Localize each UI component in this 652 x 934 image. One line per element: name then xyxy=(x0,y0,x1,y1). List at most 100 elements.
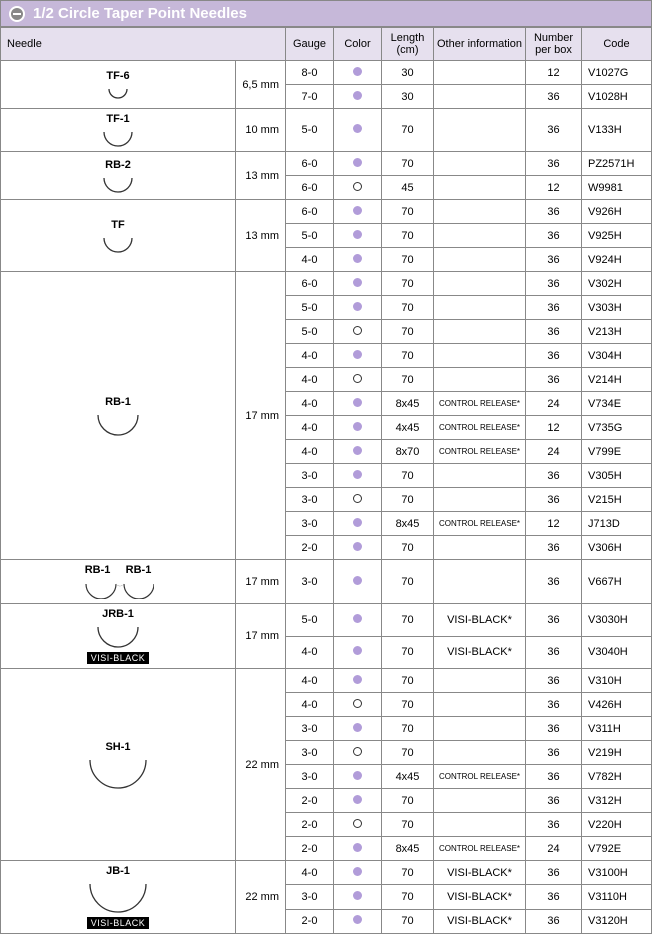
cell-color xyxy=(334,789,382,813)
cell-length: 70 xyxy=(382,693,434,717)
cell-num: 36 xyxy=(526,909,582,933)
needle-cell: TF-6 xyxy=(1,61,236,109)
cell-other xyxy=(434,176,526,200)
filled-dot-icon xyxy=(353,867,362,876)
cell-color xyxy=(334,272,382,296)
cell-num: 36 xyxy=(526,248,582,272)
cell-other xyxy=(434,368,526,392)
cell-num: 36 xyxy=(526,368,582,392)
cell-length: 70 xyxy=(382,224,434,248)
cell-length: 70 xyxy=(382,109,434,152)
cell-num: 36 xyxy=(526,636,582,669)
cell-gauge: 6-0 xyxy=(286,200,334,224)
cell-num: 36 xyxy=(526,861,582,885)
needle-size: 17 mm xyxy=(236,560,286,604)
needle-arc-icon xyxy=(82,578,154,599)
needle-size: 17 mm xyxy=(236,604,286,669)
cell-num: 36 xyxy=(526,885,582,909)
cell-color xyxy=(334,604,382,637)
needle-cell: JRB-1 VISI-BLACK xyxy=(1,604,236,669)
cell-code: V3120H xyxy=(582,909,652,933)
cell-other xyxy=(434,813,526,837)
needle-size: 22 mm xyxy=(236,669,286,861)
filled-dot-icon xyxy=(353,446,362,455)
cell-num: 12 xyxy=(526,416,582,440)
cell-color xyxy=(334,224,382,248)
cell-length: 30 xyxy=(382,61,434,85)
cell-other: VISI-BLACK* xyxy=(434,885,526,909)
cell-length: 70 xyxy=(382,669,434,693)
needle-size: 13 mm xyxy=(236,200,286,272)
cell-num: 36 xyxy=(526,296,582,320)
cell-color xyxy=(334,536,382,560)
needle-label: JB-1 xyxy=(106,865,130,877)
cell-num: 36 xyxy=(526,109,582,152)
filled-dot-icon xyxy=(353,576,362,585)
cell-num: 36 xyxy=(526,200,582,224)
cell-color xyxy=(334,440,382,464)
cell-gauge: 4-0 xyxy=(286,416,334,440)
cell-length: 70 xyxy=(382,464,434,488)
filled-dot-icon xyxy=(353,398,362,407)
cell-other: VISI-BLACK* xyxy=(434,636,526,669)
cell-color xyxy=(334,368,382,392)
cell-gauge: 6-0 xyxy=(286,176,334,200)
cell-num: 36 xyxy=(526,604,582,637)
cell-num: 12 xyxy=(526,176,582,200)
cell-gauge: 4-0 xyxy=(286,368,334,392)
cell-other: VISI-BLACK* xyxy=(434,604,526,637)
cell-length: 30 xyxy=(382,85,434,109)
cell-other xyxy=(434,536,526,560)
needle-size: 22 mm xyxy=(236,861,286,934)
open-dot-icon xyxy=(353,699,362,708)
needle-label: JRB-1 xyxy=(102,608,134,620)
cell-length: 70 xyxy=(382,488,434,512)
col-color: Color xyxy=(334,28,382,61)
cell-gauge: 4-0 xyxy=(286,861,334,885)
visi-black-badge: VISI-BLACK xyxy=(87,917,150,929)
needle-size: 17 mm xyxy=(236,272,286,560)
cell-num: 36 xyxy=(526,272,582,296)
cell-color xyxy=(334,512,382,536)
cell-color xyxy=(334,885,382,909)
cell-code: V303H xyxy=(582,296,652,320)
cell-gauge: 4-0 xyxy=(286,392,334,416)
cell-other xyxy=(434,296,526,320)
needle-label: RB-1 xyxy=(85,564,111,576)
filled-dot-icon xyxy=(353,278,362,287)
cell-num: 36 xyxy=(526,464,582,488)
needle-label: RB-1 xyxy=(105,396,131,408)
cell-gauge: 5-0 xyxy=(286,296,334,320)
table-row: RB-2 13 mm6-07036PZ2571H xyxy=(1,152,652,176)
cell-num: 36 xyxy=(526,85,582,109)
cell-gauge: 3-0 xyxy=(286,717,334,741)
cell-length: 70 xyxy=(382,789,434,813)
cell-length: 45 xyxy=(382,176,434,200)
needle-label: TF xyxy=(111,219,124,231)
cell-code: V782H xyxy=(582,765,652,789)
filled-dot-icon xyxy=(353,675,362,684)
needle-arc-icon xyxy=(100,173,136,193)
cell-num: 36 xyxy=(526,560,582,604)
cell-color xyxy=(334,344,382,368)
cell-color xyxy=(334,85,382,109)
cell-gauge: 4-0 xyxy=(286,248,334,272)
col-needle: Needle xyxy=(1,28,286,61)
cell-other xyxy=(434,344,526,368)
cell-gauge: 4-0 xyxy=(286,669,334,693)
needle-arc-icon xyxy=(94,622,142,648)
cell-other xyxy=(434,488,526,512)
cell-other xyxy=(434,85,526,109)
cell-length: 70 xyxy=(382,861,434,885)
cell-length: 70 xyxy=(382,636,434,669)
cell-length: 4x45 xyxy=(382,416,434,440)
cell-gauge: 3-0 xyxy=(286,765,334,789)
filled-dot-icon xyxy=(353,723,362,732)
needle-size: 6,5 mm xyxy=(236,61,286,109)
cell-other: CONTROL RELEASE* xyxy=(434,440,526,464)
filled-dot-icon xyxy=(353,771,362,780)
table-row: JRB-1 VISI-BLACK17 mm5-070VISI-BLACK*36V… xyxy=(1,604,652,637)
cell-color xyxy=(334,296,382,320)
needle-cell: RB-2 xyxy=(1,152,236,200)
cell-color xyxy=(334,717,382,741)
